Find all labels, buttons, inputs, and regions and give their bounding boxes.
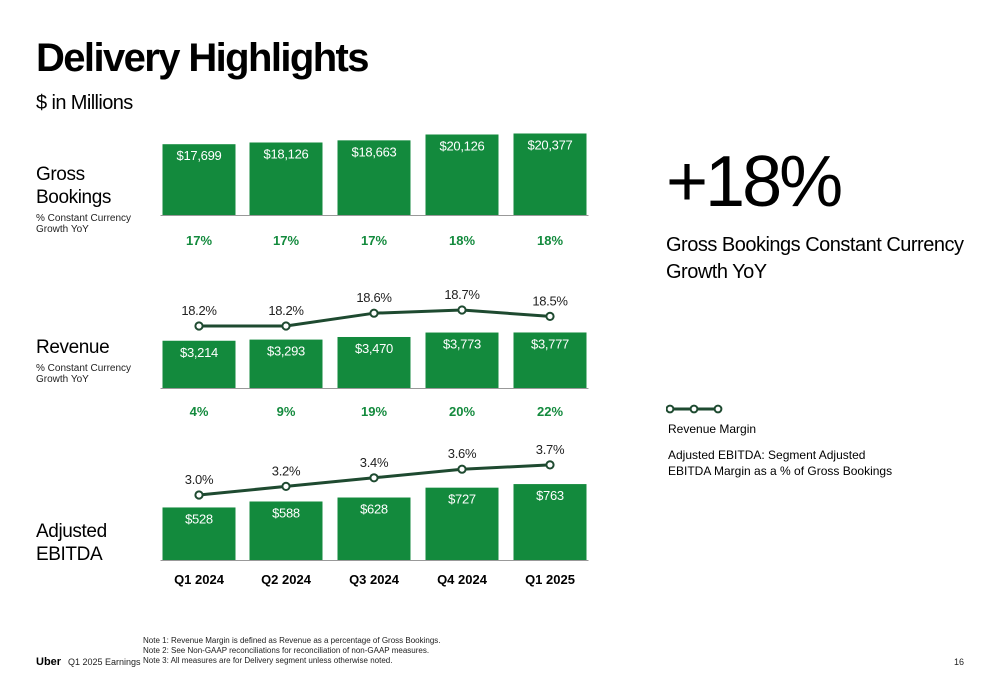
footer-note: Note 1: Revenue Margin is defined as Rev… [143,636,441,645]
revenue-margin-label: 18.7% [444,287,480,302]
legend-revenue-margin: Revenue Margin [668,422,757,436]
revenue-margin-point [457,305,467,315]
revenue-margin-label: 18.5% [532,293,568,308]
ebitda-bar [337,497,411,560]
ebitda-margin-point [194,490,204,500]
revenue-bar [513,332,587,388]
gross-bookings-growth-label: 17% [186,233,212,248]
ebitda-margin-label: 3.6% [448,446,477,461]
ebitda-bar-label: $628 [360,502,388,517]
revenue-growth-label: 20% [449,404,475,419]
revenue-bar [162,340,236,388]
ebitda-label: Adjusted EBITDA [36,521,107,565]
x-axis-tick-label: Q3 2024 [349,572,400,587]
hero-growth-value: +18% [666,142,843,222]
ebitda-margin-label: 3.2% [272,463,301,478]
gross-bookings-bar [162,144,236,215]
ebitda-margin-label: 3.0% [185,472,214,487]
gross-bookings-bar-label: $20,377 [528,137,573,152]
ebitda-margin-point [281,481,291,491]
revenue-bar [425,332,499,388]
x-axis-tick-label: Q1 2024 [174,572,225,587]
ebitda-bar-label: $588 [272,505,300,520]
gross-bookings-bar-label: $20,126 [440,138,485,153]
revenue-margin-point [369,308,379,318]
revenue-sublabel: % Constant Currency Growth YoY [36,363,132,385]
ebitda-margin-point [369,473,379,483]
ebitda-bar-label: $727 [448,492,476,507]
revenue-margin-label: 18.6% [356,290,392,305]
footer-document-name: Q1 2025 Earnings [68,657,141,667]
gross-bookings-growth-label: 18% [449,233,475,248]
revenue-growth-label: 4% [190,404,209,419]
gross-bookings-bar-label: $18,126 [264,146,309,161]
revenue-margin-label: 18.2% [268,303,304,318]
page-subtitle: $ in Millions [36,92,133,114]
gross-bookings-bar-label: $17,699 [177,148,222,163]
revenue-bar [337,336,411,388]
x-axis-tick-label: Q1 2025 [525,572,575,587]
revenue-growth-label: 9% [277,404,296,419]
gross-bookings-label: Gross Bookings [36,164,111,208]
ebitda-bar-label: $528 [185,511,213,526]
gross-bookings-growth-label: 17% [361,233,387,248]
legend-ebitda-note: Adjusted EBITDA: Segment Adjusted EBITDA… [668,448,893,478]
x-axis-tick-label: Q4 2024 [437,572,488,587]
revenue-margin-point [545,311,555,321]
gross-bookings-growth-label: 18% [537,233,563,248]
gross-bookings-bar [249,142,323,215]
footer-note: Note 3: All measures are for Delivery se… [143,656,393,665]
ebitda-margin-label: 3.7% [536,442,565,457]
gross-bookings-bar-label: $18,663 [352,144,397,159]
ebitda-bar [162,507,236,560]
hero-growth-caption: Gross Bookings Constant Currency Growth … [666,234,964,283]
page-title: Delivery Highlights [36,36,370,80]
gross-bookings-bar [425,134,499,215]
revenue-margin-point [194,321,204,331]
footer-notes: Note 1: Revenue Margin is defined as Rev… [143,636,441,666]
ebitda-margin-label: 3.4% [360,455,389,470]
page-number: 16 [954,657,965,667]
ebitda-bar [513,484,587,560]
revenue-bar-label: $3,470 [355,341,393,356]
ebitda-bar-label: $763 [536,488,564,503]
ebitda-margin-point [545,460,555,470]
gross-bookings-growth-label: 17% [273,233,299,248]
legend-line-icon [666,404,723,414]
revenue-margin-point [281,321,291,331]
revenue-margin-label: 18.2% [181,303,217,318]
revenue-growth-label: 19% [361,404,387,419]
revenue-bar [249,339,323,388]
revenue-bar-label: $3,293 [267,344,305,359]
ebitda-margin-point [457,464,467,474]
revenue-growth-label: 22% [537,404,563,419]
gross-bookings-bar [337,140,411,215]
ebitda-bar [249,501,323,560]
ebitda-bar [425,487,499,560]
uber-logo: Uber [36,656,62,668]
gross-bookings-sublabel: % Constant Currency Growth YoY [36,213,132,235]
revenue-bar-label: $3,214 [180,345,218,360]
x-axis-tick-label: Q2 2024 [261,572,312,587]
footer-note: Note 2: See Non-GAAP reconciliations for… [143,646,430,655]
revenue-label: Revenue [36,337,110,358]
revenue-bar-label: $3,773 [443,337,481,352]
revenue-bar-label: $3,777 [531,336,569,351]
gross-bookings-bar [513,133,587,215]
